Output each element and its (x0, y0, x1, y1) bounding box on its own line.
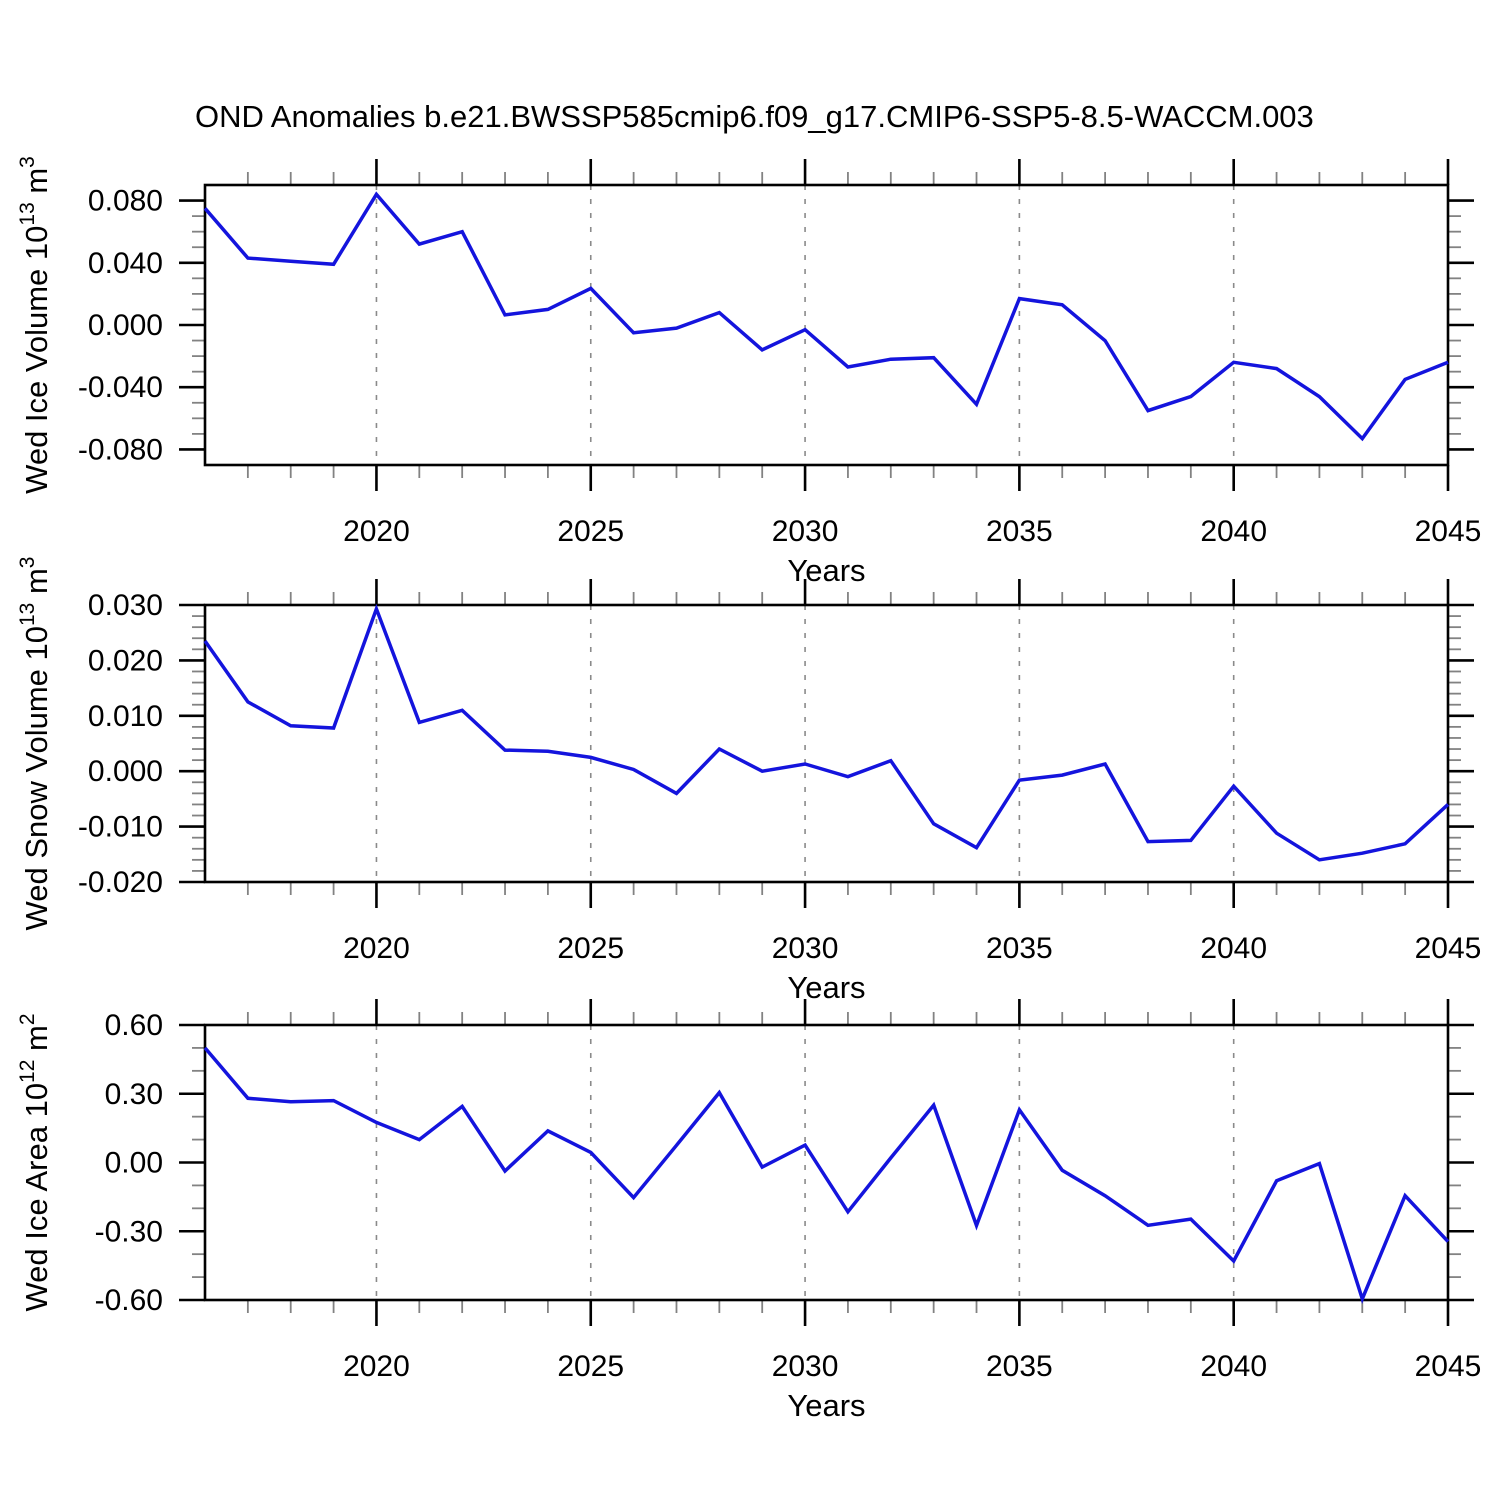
data-line-wed-ice-area (203, 1046, 1450, 1304)
x-axis-title-panel1: Years (787, 553, 865, 588)
x-tick-label: 2030 (772, 515, 839, 548)
x-tick-label: 2025 (557, 1350, 624, 1383)
y-tick-label: 0.030 (88, 589, 163, 622)
x-axis-title-panel3: Years (787, 1388, 865, 1423)
x-tick-label: 2020 (343, 1350, 410, 1383)
y-tick-label: -0.040 (78, 371, 163, 404)
plot-frame (203, 183, 1450, 467)
x-tick-label: 2045 (1415, 1350, 1482, 1383)
x-tick-label: 2040 (1200, 932, 1267, 965)
ticks (179, 159, 1474, 491)
x-tick-label: 2025 (557, 515, 624, 548)
y-tick-label: 0.000 (88, 755, 163, 788)
y-tick-label: 0.30 (105, 1078, 163, 1111)
y-tick-label: -0.60 (95, 1284, 163, 1317)
x-tick-labels: 2020 2025 2030 2035 2040 2045 (343, 1350, 1481, 1383)
y-tick-label: 0.010 (88, 700, 163, 733)
x-tick-label: 2040 (1200, 1350, 1267, 1383)
gridlines (375, 605, 1235, 882)
data-line-wed-snow-volume (203, 603, 1450, 862)
y-tick-labels: 0.60 0.30 0.00 -0.30 -0.60 (95, 1009, 163, 1317)
y-tick-label: -0.010 (78, 811, 163, 844)
x-tick-label: 2035 (986, 932, 1053, 965)
x-tick-label: 2045 (1415, 515, 1482, 548)
x-axis-title-panel2: Years (787, 970, 865, 1005)
panel-wed-snow-volume: 0.030 0.020 0.010 0.000 -0.010 -0.020 2020 2025… (16, 557, 1481, 965)
x-tick-label: 2020 (343, 932, 410, 965)
y-tick-labels: 0.080 0.040 0.000 -0.040 -0.080 (78, 185, 163, 467)
x-tick-label: 2035 (986, 515, 1053, 548)
y-tick-label: 0.60 (105, 1009, 163, 1042)
plot-frame (203, 603, 1450, 884)
y-tick-label: 0.000 (88, 309, 163, 342)
y-tick-label: 0.00 (105, 1147, 163, 1180)
y-tick-label: 0.040 (88, 247, 163, 280)
figure-title: OND Anomalies b.e21.BWSSP585cmip6.f09_g1… (195, 99, 1314, 134)
x-tick-label: 2035 (986, 1350, 1053, 1383)
y-tick-label: -0.020 (78, 866, 163, 899)
ticks (179, 999, 1474, 1326)
x-tick-label: 2030 (772, 1350, 839, 1383)
y-tick-labels: 0.030 0.020 0.010 0.000 -0.010 -0.020 (78, 589, 163, 899)
y-tick-label: -0.30 (95, 1215, 163, 1248)
x-tick-label: 2025 (557, 932, 624, 965)
y-axis-title-wed-snow-volume: Wed Snow Volume 1013 m3 (16, 557, 54, 931)
x-tick-label: 2030 (772, 932, 839, 965)
y-axis-title-wed-ice-volume: Wed Ice Volume 1013 m3 (16, 156, 54, 494)
x-tick-labels: 2020 2025 2030 2035 2040 2045 (343, 515, 1481, 548)
data-line-wed-ice-volume (203, 191, 1449, 442)
gridlines (375, 185, 1235, 465)
x-tick-label: 2020 (343, 515, 410, 548)
y-tick-label: -0.080 (78, 433, 163, 466)
plot-frame (203, 1023, 1450, 1302)
x-tick-label: 2040 (1200, 515, 1267, 548)
x-tick-label: 2045 (1415, 932, 1482, 965)
y-tick-label: 0.020 (88, 644, 163, 677)
x-tick-labels: 2020 2025 2030 2035 2040 2045 (343, 932, 1481, 965)
ticks (179, 579, 1474, 908)
gridlines (375, 1025, 1235, 1300)
y-tick-label: 0.080 (88, 185, 163, 218)
y-axis-title-wed-ice-area: Wed Ice Area 1012 m2 (16, 1013, 54, 1311)
